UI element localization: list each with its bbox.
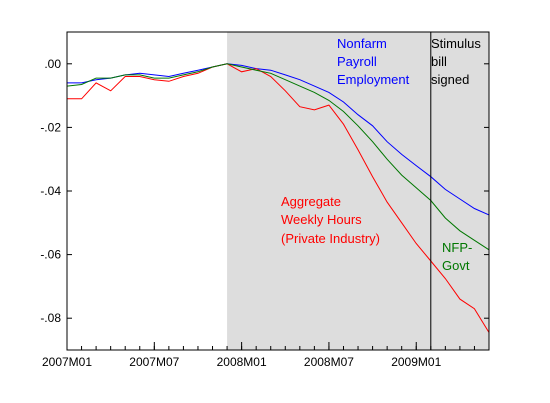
series-label-nonfarm-line-2: Payroll <box>337 54 377 69</box>
x-tick-label: 2009M01 <box>391 355 441 369</box>
x-axis: 2007M01 2007M07 2008M01 2008M07 2009M01 <box>42 342 490 369</box>
x-tick-label: 2007M01 <box>42 355 92 369</box>
series-label-hours-line-3: (Private Industry) <box>281 231 380 246</box>
x-tick-label: 2007M07 <box>129 355 179 369</box>
event-label-line-1: Stimulus <box>431 36 481 51</box>
y-axis: .00 -.02 -.04 -.06 -.08 <box>40 57 489 325</box>
x-tick-label: 2008M01 <box>217 355 267 369</box>
series-label-nfpgovt-line-1: NFP- <box>442 240 472 255</box>
y-tick-label: -.02 <box>40 120 61 134</box>
recession-shading <box>227 32 489 350</box>
event-label-line-3: signed <box>431 72 469 87</box>
x-tick-label: 2008M07 <box>304 355 354 369</box>
y-tick-label: -.04 <box>40 184 61 198</box>
series-label-hours-line-1: Aggregate <box>281 194 341 209</box>
series-line-2 <box>66 63 490 251</box>
series-layer <box>66 63 490 333</box>
y-tick-label: .00 <box>44 57 61 71</box>
series-label-hours-line-2: Weekly Hours <box>281 212 362 227</box>
event-label-line-2: bill <box>431 54 447 69</box>
series-label-nonfarm-line-1: Nonfarm <box>337 36 387 51</box>
series-label-nfpgovt-line-2: Govt <box>442 258 470 273</box>
series-line-1 <box>67 63 490 333</box>
series-label-nonfarm-line-3: Employment <box>337 72 410 87</box>
y-tick-label: -.08 <box>40 311 61 325</box>
series-line-0 <box>67 63 490 216</box>
y-tick-label: -.06 <box>40 248 61 262</box>
